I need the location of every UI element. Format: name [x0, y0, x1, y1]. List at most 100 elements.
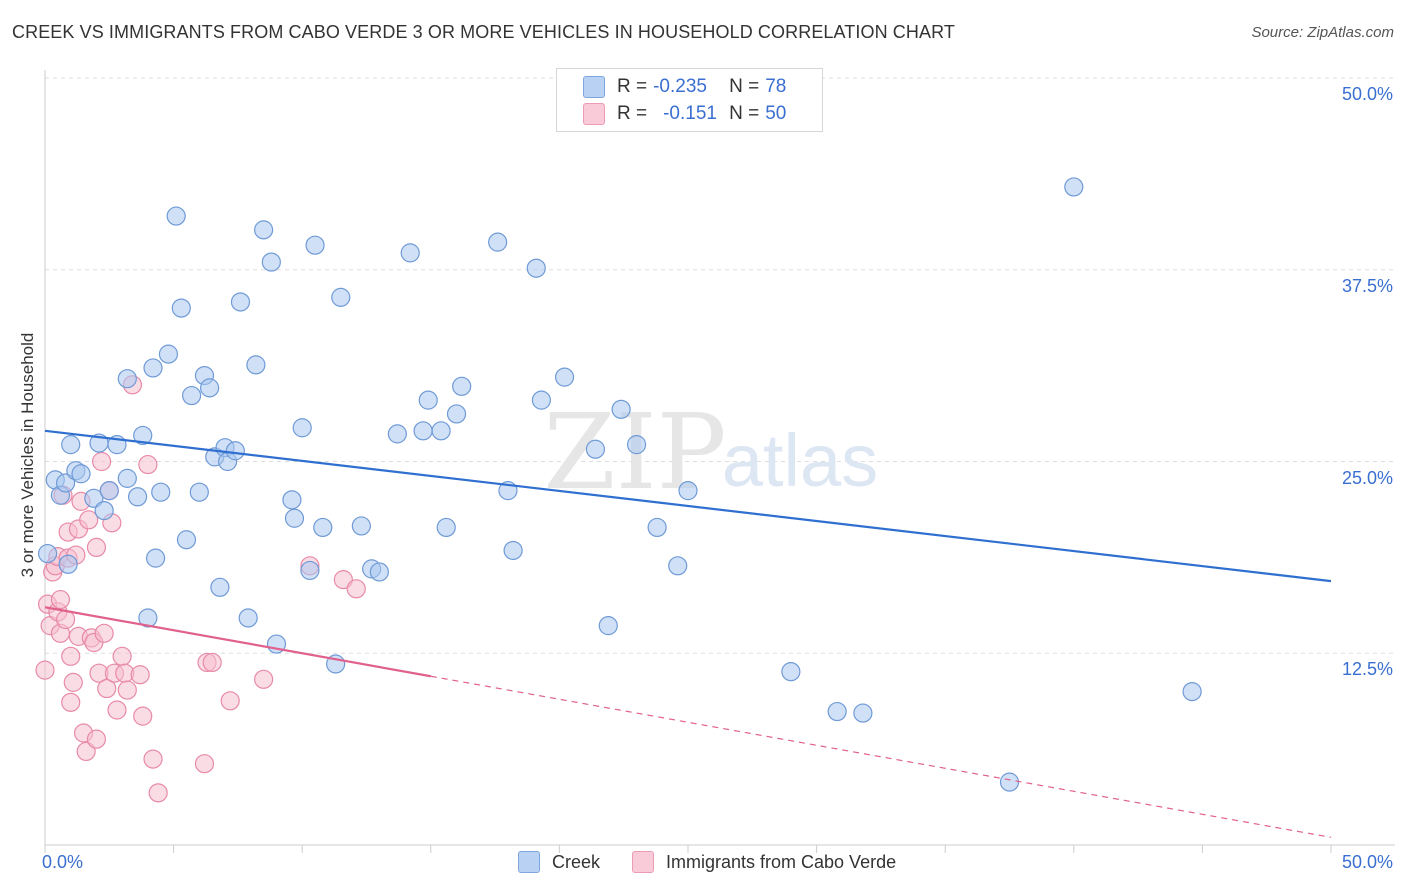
creek-point [117, 369, 137, 389]
creek-point [282, 490, 302, 510]
cabo-verde-point [63, 672, 83, 692]
creek-r-value: -0.235 [653, 76, 707, 97]
creek-point [230, 292, 251, 312]
y-axis-label: 3 or more Vehicles in Household [18, 332, 37, 578]
series-legend: Creek Immigrants from Cabo Verde [0, 851, 1406, 877]
creek-point [143, 358, 163, 378]
y-tick-label-0: 12.5% [1341, 659, 1393, 680]
cabo-verde-point [76, 741, 96, 762]
cabo-verde-point [133, 706, 153, 726]
creek-point [503, 540, 523, 561]
creek-point [626, 435, 647, 455]
creek-point [585, 439, 606, 459]
creek-point [292, 418, 312, 438]
creek-point [210, 577, 230, 597]
creek-point [99, 481, 119, 501]
cabo-verde-point [35, 660, 55, 680]
creek-point [117, 468, 137, 488]
cabo-r-label: R = [617, 103, 648, 124]
creek-point [452, 376, 472, 396]
trendlines [44, 429, 1332, 838]
creek-point [94, 500, 114, 521]
legend-creek-swatch [518, 851, 540, 873]
creek-point [176, 530, 197, 550]
cabo-r-value: -0.151 [663, 103, 717, 124]
creek-point [431, 421, 451, 441]
cabo-verde-point [117, 680, 137, 700]
creek-point [436, 517, 456, 538]
cabo-n-value: 50 [765, 103, 787, 124]
creek-point [305, 235, 325, 255]
legend-cabo-swatch [632, 851, 654, 873]
creek-point [313, 517, 333, 538]
cabo-verde-point [202, 652, 222, 673]
creek-point [531, 390, 551, 410]
cabo-verde-point [138, 454, 158, 475]
creek-point [261, 252, 281, 272]
series-cabo-verde-points [35, 375, 366, 803]
creek-point [781, 662, 801, 682]
creek-point [151, 482, 171, 502]
trendline-1-dashed [430, 675, 1332, 838]
cabo-verde-point [86, 537, 107, 558]
creek-n-label: N = [729, 76, 760, 97]
creek-point [284, 508, 305, 528]
axes [44, 70, 1395, 853]
cabo-verde-point [61, 692, 81, 712]
creek-point [598, 616, 618, 636]
cabo-verde-point [143, 749, 163, 769]
creek-point [611, 399, 631, 419]
creek-point [488, 232, 508, 252]
creek-point [351, 516, 371, 536]
cabo-verde-point [112, 646, 132, 666]
creek-point [827, 701, 847, 722]
creek-point [158, 344, 179, 364]
creek-point [37, 543, 58, 564]
cabo-verde-point [194, 754, 215, 774]
creek-point [55, 473, 76, 493]
creek-point [138, 608, 158, 628]
creek-point [678, 481, 698, 501]
x-tick-label-max: 50.0% [1341, 852, 1393, 872]
creek-point [182, 385, 202, 406]
chart-title: CREEK VS IMMIGRANTS FROM CABO VERDE 3 OR… [12, 22, 955, 42]
x-tick-label-min: 0.0% [42, 852, 84, 872]
y-tick-label-3: 50.0% [1341, 84, 1393, 104]
cabo-verde-point [130, 665, 150, 685]
creek-point [145, 548, 166, 568]
cabo-verde-point [254, 669, 274, 689]
cabo-verde-point [346, 579, 366, 599]
trendline-1-solid [44, 606, 431, 678]
creek-point [166, 206, 186, 226]
cabo-verde-point [86, 729, 107, 749]
creek-point [668, 556, 688, 576]
creek-point [387, 424, 407, 444]
cabo-verde-point [107, 700, 127, 720]
creek-r-label: R = [617, 76, 648, 97]
legend-item-cabo-verde[interactable]: Immigrants from Cabo Verde [632, 851, 896, 873]
creek-point [331, 287, 351, 307]
creek-point [1182, 681, 1202, 702]
creek-point [413, 421, 433, 441]
creek-point [853, 703, 873, 723]
creek-point [554, 367, 575, 387]
watermark-atlas: atlas [722, 419, 878, 502]
creek-point [225, 441, 245, 461]
legend-cabo-label: Immigrants from Cabo Verde [666, 851, 897, 872]
stats-row-creek: R = -0.235 N = 78 [583, 75, 786, 99]
cabo-verde-point [55, 609, 76, 630]
y-tick-label-2: 37.5% [1341, 275, 1393, 296]
creek-point [246, 355, 266, 375]
creek-point [369, 562, 389, 582]
legend-item-creek[interactable]: Creek [518, 851, 600, 873]
creek-point [127, 487, 148, 507]
creek-point [71, 464, 91, 484]
legend-creek-label: Creek [552, 851, 601, 872]
creek-point [254, 220, 274, 240]
cabo-verde-point [79, 510, 99, 530]
creek-point [189, 482, 209, 502]
creek-swatch [583, 76, 605, 98]
creek-point [300, 560, 320, 581]
creek-point [418, 390, 438, 410]
